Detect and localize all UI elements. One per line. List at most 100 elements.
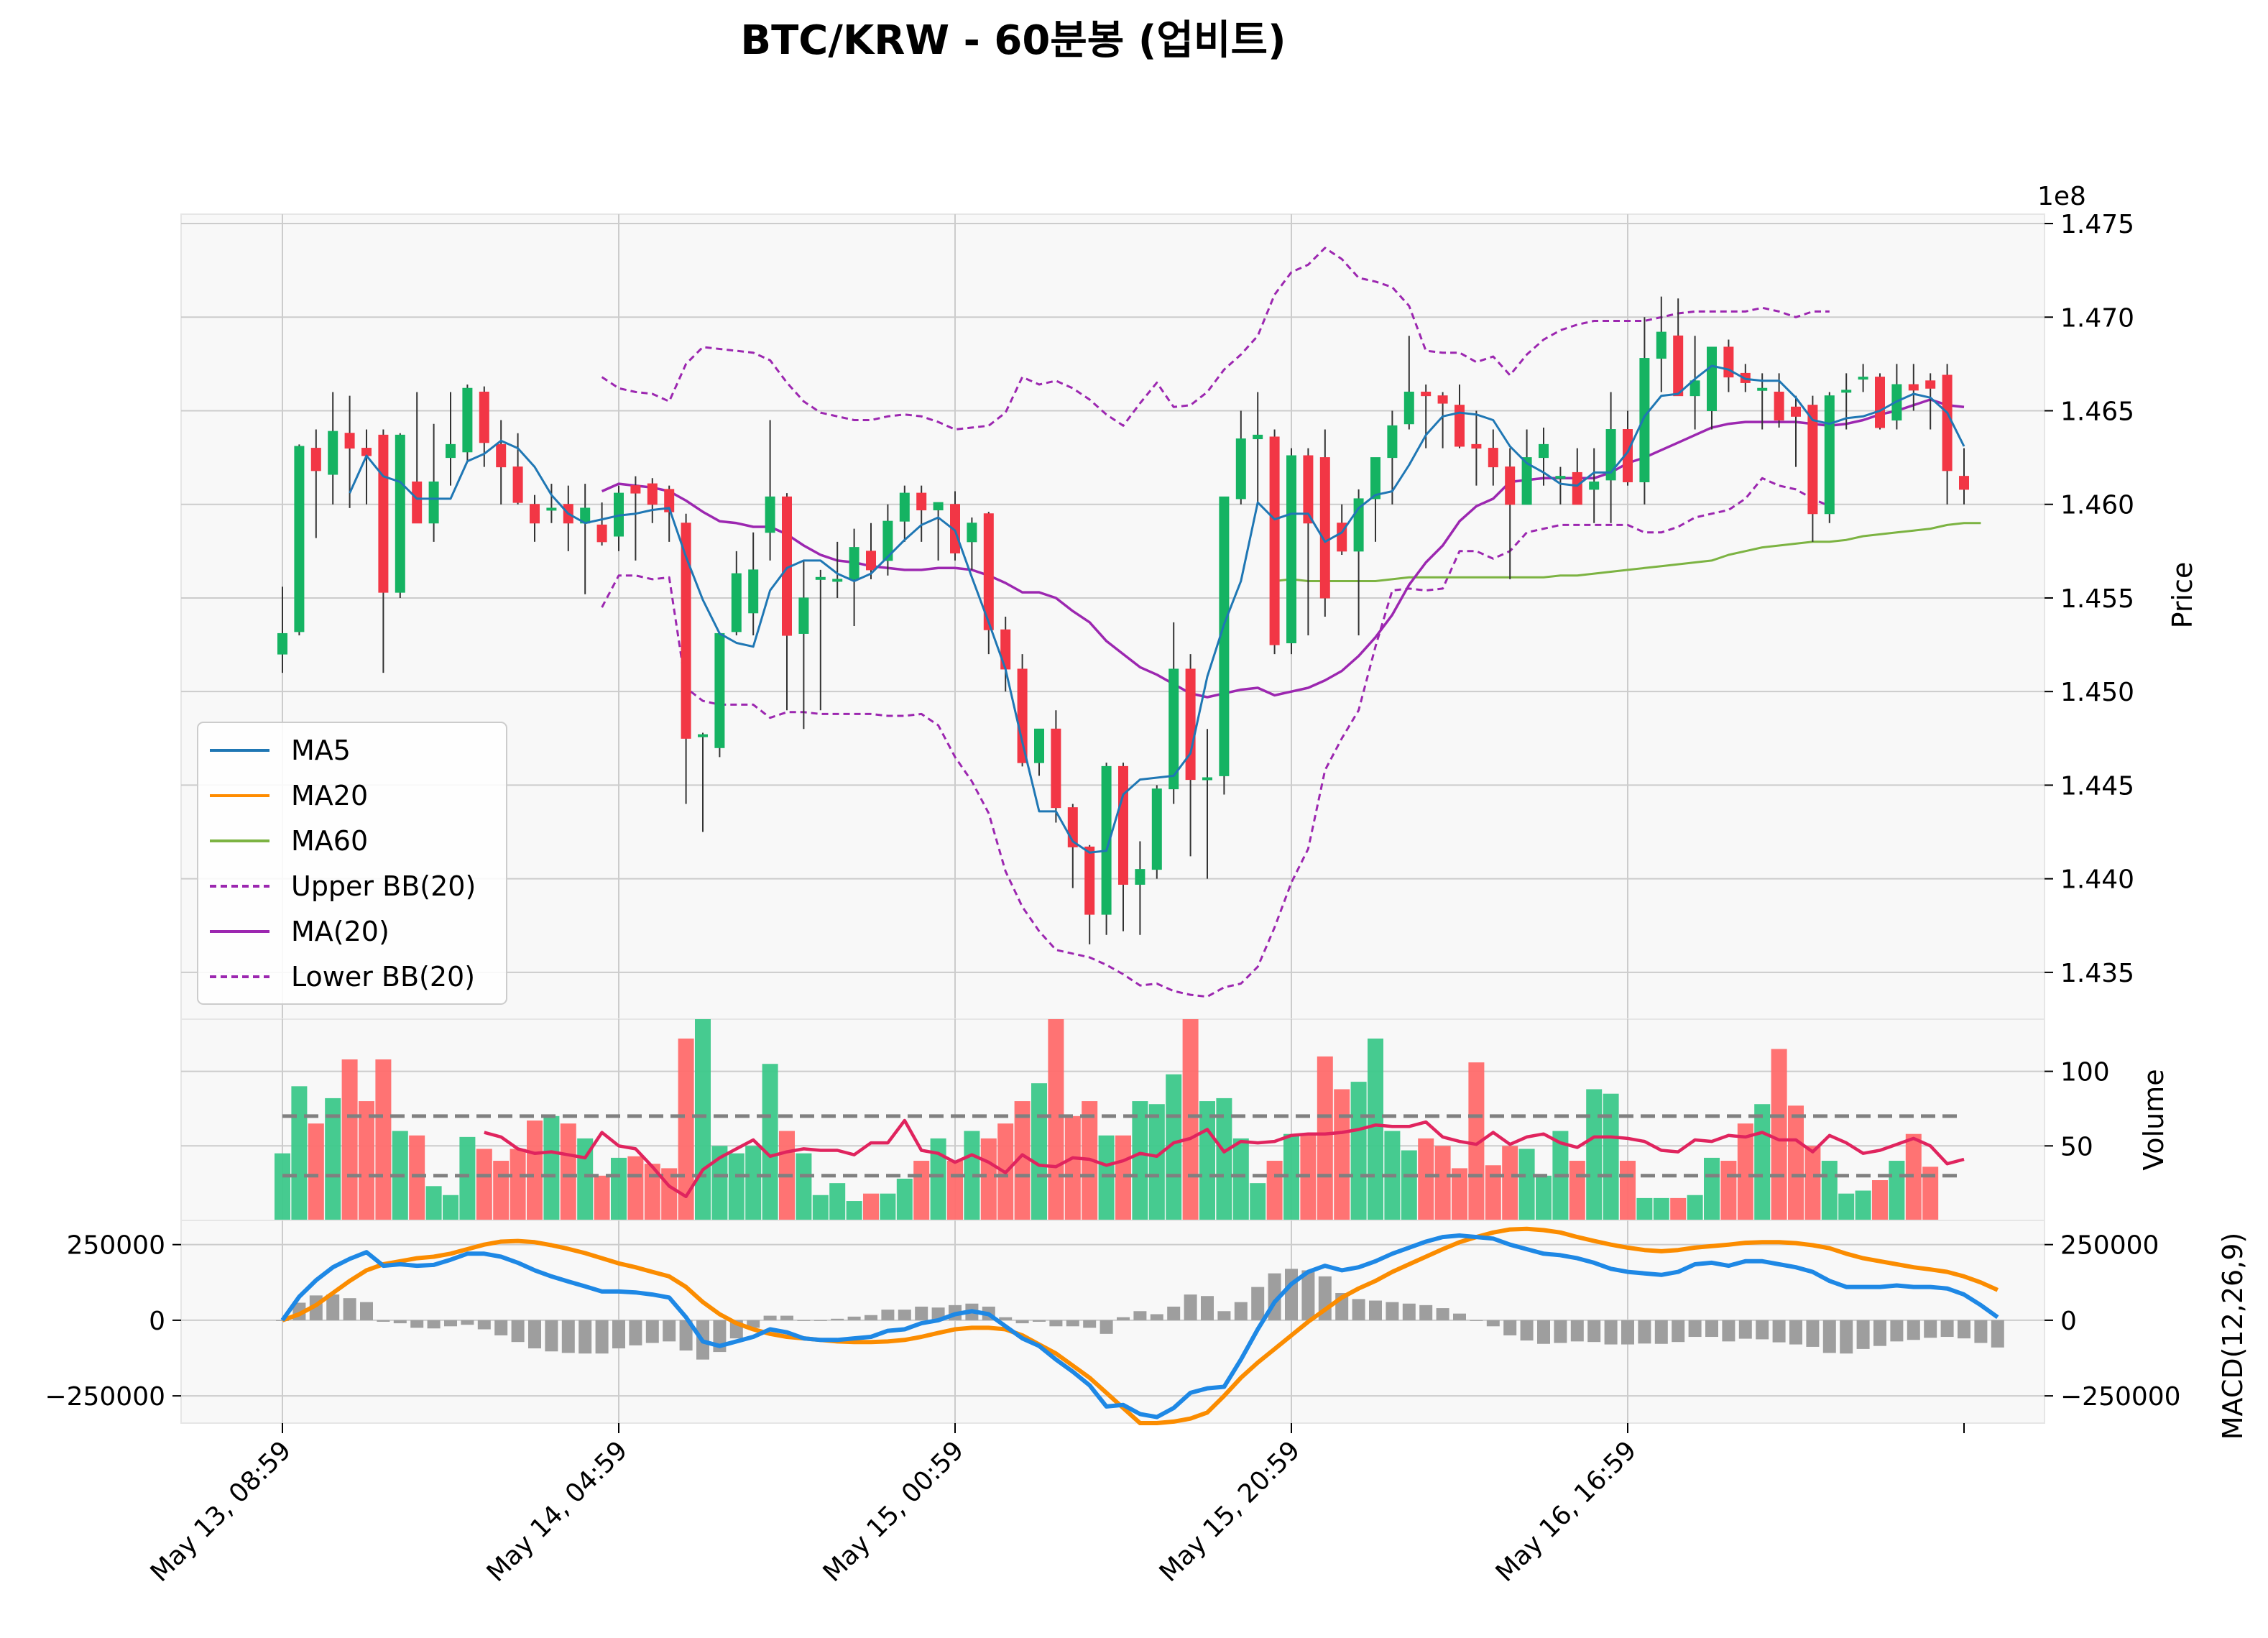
- volume-bar: [560, 1123, 576, 1220]
- candle-body: [1925, 380, 1936, 389]
- macd-line: [280, 1233, 1999, 1420]
- macd-histogram-bar: [1117, 1317, 1130, 1320]
- macd-histogram-bar: [1133, 1311, 1147, 1320]
- volume-bar: [1232, 1138, 1249, 1220]
- candle-body: [1185, 668, 1196, 781]
- candle-body: [277, 632, 287, 655]
- candle-body: [1202, 777, 1212, 781]
- price-y-tick-label: 1.460: [2060, 491, 2134, 520]
- candle-body: [933, 502, 944, 511]
- macd-histogram-bar: [865, 1315, 877, 1320]
- macd-histogram-bar: [410, 1320, 424, 1328]
- volume-bar: [375, 1059, 392, 1220]
- volume-bar: [1788, 1105, 1804, 1220]
- volume-axis-label: Volume: [2138, 1069, 2170, 1170]
- macd-histogram-bar: [1974, 1320, 1988, 1343]
- candle-body: [1135, 869, 1145, 885]
- macd-histogram-bar: [1201, 1296, 1214, 1320]
- macd-histogram-bar: [561, 1320, 575, 1353]
- volume-ma-line: [484, 1118, 1965, 1199]
- macd-histogram-bar: [1486, 1320, 1500, 1327]
- chart-title: BTC/KRW - 60분봉 (업비트): [740, 17, 1286, 64]
- macd-histogram-bar: [1873, 1320, 1886, 1346]
- volume-bar: [1536, 1175, 1552, 1220]
- volume-bar: [1771, 1049, 1787, 1220]
- candle-body: [1807, 405, 1818, 515]
- volume-bar: [308, 1123, 324, 1220]
- macd-histogram-bar: [1638, 1320, 1651, 1344]
- volume-bar: [1266, 1161, 1283, 1220]
- volume-bar: [896, 1178, 913, 1220]
- volume-bar: [1804, 1146, 1821, 1220]
- candle-body: [1623, 429, 1633, 482]
- macd-histogram-bar: [1940, 1320, 1954, 1338]
- volume-bar: [325, 1098, 341, 1220]
- macd-histogram-bar: [528, 1320, 541, 1349]
- volume-bar: [1821, 1161, 1838, 1220]
- volume-bar: [1653, 1197, 1669, 1220]
- volume-bar: [409, 1135, 425, 1220]
- volume-bar: [594, 1175, 610, 1220]
- macd-histogram-bar: [1033, 1320, 1046, 1322]
- volume-bar: [812, 1195, 829, 1220]
- macd-histogram-bar: [477, 1320, 491, 1330]
- volume-bar: [1720, 1161, 1737, 1220]
- volume-bar: [1586, 1089, 1603, 1220]
- macd-histogram-bar: [393, 1320, 407, 1324]
- volume-bar: [1603, 1093, 1619, 1220]
- candle-body: [1505, 466, 1516, 505]
- volume-bar: [980, 1138, 997, 1220]
- macd-histogram-bar: [1100, 1320, 1113, 1334]
- macd-histogram-bar: [578, 1320, 592, 1354]
- candle-body: [1387, 425, 1398, 459]
- candle-body: [1707, 346, 1717, 411]
- legend: MA5 MA20 MA60 Upper BB(20) MA(20) Lower BB(20…: [197, 722, 507, 1005]
- macd-histogram-bar: [612, 1320, 625, 1349]
- macd-histogram-bar: [326, 1294, 340, 1320]
- volume-bar: [1368, 1038, 1383, 1220]
- macd-panel: −250000 −250000 0 0 250000 250000 MACD(12,26,9…: [45, 1220, 2249, 1440]
- candle-body: [395, 434, 405, 593]
- volume-bar: [527, 1121, 543, 1220]
- candle-body: [698, 734, 708, 737]
- volume-bar: [1182, 1019, 1199, 1220]
- volume-bar: [829, 1183, 846, 1220]
- macd-histogram-bar: [898, 1310, 911, 1320]
- macd-histogram-bar: [763, 1315, 777, 1320]
- macd-histogram-bar: [511, 1320, 525, 1343]
- macd-histogram-bar: [847, 1316, 861, 1320]
- legend-lower-bb-label: Lower BB(20): [291, 961, 475, 993]
- volume-bar: [476, 1149, 492, 1220]
- volume-bar: [1283, 1133, 1299, 1220]
- candle-body: [1639, 358, 1650, 482]
- macd-histogram-bar: [1537, 1320, 1550, 1344]
- macd-histogram-bar: [377, 1320, 390, 1322]
- candle-body: [1589, 481, 1600, 490]
- candle-body: [1101, 765, 1112, 915]
- macd-histogram-bar: [1285, 1269, 1298, 1320]
- candle-body: [1690, 380, 1700, 397]
- macd-histogram-bar: [881, 1310, 895, 1320]
- macd-histogram-bar: [1066, 1320, 1079, 1327]
- candle-body: [1841, 390, 1852, 393]
- candle-body: [866, 551, 876, 571]
- volume-y-tick-label: 100: [2060, 1058, 2110, 1087]
- volume-bar: [1115, 1135, 1131, 1220]
- candle-body: [1403, 391, 1414, 425]
- candle-body: [1605, 429, 1616, 481]
- candle-body: [361, 448, 372, 456]
- macd-histogram-bar: [797, 1320, 811, 1321]
- bb-lower-line: [601, 477, 1830, 998]
- candle-body: [1656, 331, 1667, 359]
- macd-histogram-bar: [1772, 1320, 1786, 1343]
- candle-body: [1168, 668, 1179, 790]
- macd-histogram-bar: [1470, 1320, 1483, 1321]
- candle-body: [765, 496, 775, 533]
- macd-histogram-bar: [1587, 1320, 1601, 1343]
- macd-histogram-bar: [343, 1298, 356, 1320]
- volume-bar: [947, 1161, 963, 1220]
- ma5-line: [349, 364, 1965, 854]
- macd-histogram-bar: [444, 1320, 457, 1327]
- candle-body: [647, 483, 658, 505]
- candle-body: [1034, 728, 1044, 763]
